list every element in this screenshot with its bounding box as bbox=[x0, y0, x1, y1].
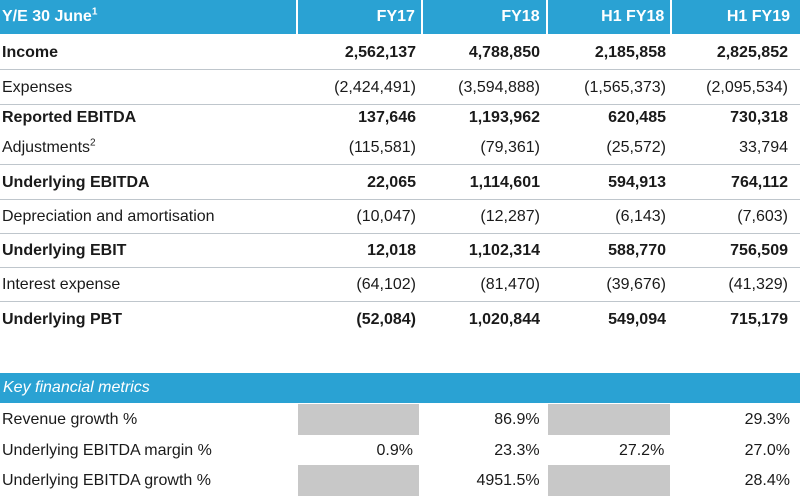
cell-fy17: 22,065 bbox=[367, 173, 416, 191]
header-col-fy18: FY18 bbox=[422, 0, 546, 34]
cell-fy17: 2,562,137 bbox=[344, 43, 416, 61]
table-header: Y/E 30 June1 FY17 FY18 H1 FY18 H1 FY19 bbox=[0, 0, 800, 34]
table-row-underlying-pbt: Underlying PBT (52,084) 1,020,844 549,09… bbox=[0, 303, 800, 337]
cell-h1fy19: 28.4% bbox=[744, 472, 790, 489]
metrics-row-revenue-growth: Revenue growth % 86.9% 29.3% bbox=[0, 404, 800, 435]
footnote-marker: 2 bbox=[90, 137, 96, 149]
cell-fy18: 4951.5% bbox=[476, 472, 540, 489]
cell-fy17: 0.9% bbox=[376, 442, 413, 459]
cell-fy18: (81,470) bbox=[480, 275, 540, 293]
cell-fy18: 4,788,850 bbox=[468, 43, 540, 61]
row-label: Income bbox=[2, 43, 59, 61]
cell-h1fy18: (39,676) bbox=[606, 275, 666, 293]
cell-h1fy19: (2,095,534) bbox=[706, 78, 788, 96]
row-label: Underlying EBITDA margin % bbox=[2, 442, 212, 459]
cell-h1fy18: 2,185,858 bbox=[594, 43, 666, 61]
cell-h1fy18: (6,143) bbox=[615, 207, 666, 225]
cell-h1fy18: 620,485 bbox=[608, 109, 666, 126]
table-row-interest-expense: Interest expense (64,102) (81,470) (39,6… bbox=[0, 268, 800, 302]
cell-h1fy18: 594,913 bbox=[608, 173, 666, 191]
cell-h1fy18-empty bbox=[547, 465, 671, 496]
header-col-fy17: FY17 bbox=[298, 0, 421, 34]
cell-fy17: (52,084) bbox=[356, 311, 416, 328]
cell-fy18: 1,114,601 bbox=[469, 173, 540, 191]
footnote-marker: 1 bbox=[91, 6, 98, 18]
cell-h1fy18: 549,094 bbox=[608, 311, 666, 328]
cell-h1fy18: 588,770 bbox=[608, 241, 666, 259]
cell-fy18: 1,020,844 bbox=[468, 311, 540, 328]
cell-h1fy18: (1,565,373) bbox=[584, 78, 666, 96]
cell-fy17-empty bbox=[298, 465, 419, 496]
cell-h1fy19: 29.3% bbox=[744, 411, 790, 428]
cell-h1fy19: 756,509 bbox=[730, 241, 788, 259]
cell-fy18: 1,102,314 bbox=[468, 241, 540, 259]
row-label: Interest expense bbox=[2, 275, 121, 293]
cell-fy18: (79,361) bbox=[480, 138, 540, 156]
cell-fy17: (64,102) bbox=[356, 275, 416, 293]
table-row-underlying-ebit: Underlying EBIT 12,018 1,102,314 588,770… bbox=[0, 234, 800, 268]
cell-fy18: 1,193,962 bbox=[468, 109, 540, 126]
cell-h1fy18-empty bbox=[547, 404, 671, 435]
cell-fy17-empty bbox=[298, 404, 419, 435]
cell-fy18: 23.3% bbox=[494, 442, 540, 459]
row-label: Revenue growth % bbox=[2, 411, 138, 428]
cell-h1fy19: 33,794 bbox=[739, 138, 788, 156]
row-label: Underlying EBITDA growth % bbox=[2, 472, 211, 489]
table-row-income: Income 2,562,137 4,788,850 2,185,858 2,8… bbox=[0, 36, 800, 70]
metrics-row-ebitda-growth: Underlying EBITDA growth % 4951.5% 28.4% bbox=[0, 465, 800, 496]
row-label: Underlying EBIT bbox=[2, 241, 127, 259]
cell-fy18: (12,287) bbox=[480, 207, 540, 225]
cell-h1fy19: 2,825,852 bbox=[716, 43, 788, 61]
cell-h1fy19: (7,603) bbox=[737, 207, 788, 225]
cell-h1fy19: 27.0% bbox=[744, 442, 790, 459]
cell-fy18: (3,594,888) bbox=[458, 78, 540, 96]
cell-fy17: 12,018 bbox=[367, 241, 416, 259]
section-title-key-metrics: Key financial metrics bbox=[0, 373, 800, 403]
header-col-h1fy18: H1 FY18 bbox=[547, 0, 671, 34]
cell-fy17: (2,424,491) bbox=[334, 78, 416, 96]
cell-h1fy19: 730,318 bbox=[730, 109, 788, 126]
row-label: Expenses bbox=[2, 78, 73, 96]
header-year-end-label: Y/E 30 June1 bbox=[0, 0, 297, 34]
row-label: Adjustments2 bbox=[2, 137, 96, 156]
cell-fy17: (10,047) bbox=[356, 207, 416, 225]
metrics-row-ebitda-margin: Underlying EBITDA margin % 0.9% 23.3% 27… bbox=[0, 435, 800, 466]
cell-h1fy19: 764,112 bbox=[731, 173, 788, 191]
row-label: Underlying PBT bbox=[2, 311, 123, 328]
cell-h1fy18: 27.2% bbox=[618, 442, 665, 459]
table-row-adjustments: Adjustments2 (115,581) (79,361) (25,572)… bbox=[0, 131, 800, 165]
cell-fy18: 86.9% bbox=[494, 411, 540, 428]
table-row-reported-ebitda: Reported EBITDA 137,646 1,193,962 620,48… bbox=[0, 101, 800, 135]
table-row-expenses: Expenses (2,424,491) (3,594,888) (1,565,… bbox=[0, 71, 800, 105]
row-label: Reported EBITDA bbox=[2, 109, 137, 126]
cell-fy17: (115,581) bbox=[348, 138, 416, 156]
cell-h1fy19: 715,179 bbox=[730, 311, 788, 328]
cell-h1fy18: (25,572) bbox=[606, 138, 666, 156]
row-label: Underlying EBITDA bbox=[2, 173, 150, 191]
cell-fy17: 137,646 bbox=[358, 109, 416, 126]
row-label: Depreciation and amortisation bbox=[2, 207, 215, 225]
table-row-depreciation: Depreciation and amortisation (10,047) (… bbox=[0, 200, 800, 234]
header-col-h1fy19: H1 FY19 bbox=[672, 0, 800, 34]
cell-h1fy19: (41,329) bbox=[728, 275, 788, 293]
table-row-underlying-ebitda: Underlying EBITDA 22,065 1,114,601 594,9… bbox=[0, 166, 800, 200]
